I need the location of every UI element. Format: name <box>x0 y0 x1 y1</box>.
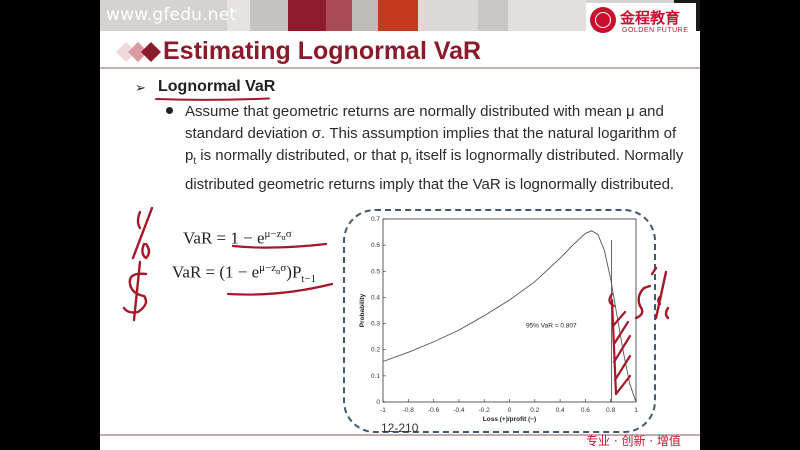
footer-divider <box>100 434 700 436</box>
formula-var-dollar: VaR = (1 − eμ−zασ)Pt−1 <box>172 262 317 286</box>
brand-name-cn: 金程教育 <box>620 9 681 27</box>
x-tick-label: -0.6 <box>428 407 440 414</box>
slide-title: Estimating Lognormal VaR <box>163 37 482 65</box>
lognormal-var-chart: -1 -0.8 -0.6 -0.4 -0.2 0 0.2 0.4 0.6 0.8 1 0 0.1 0.2 0… <box>359 216 638 423</box>
var-annotation: 95% VaR = 0.807 <box>526 322 577 329</box>
slide: www.gfedu.net 金程教育 GOLDEN FUTURE Estimat… <box>100 0 700 450</box>
y-tick-label: 0.7 <box>371 216 380 223</box>
plot-frame <box>382 218 637 403</box>
y-axis-label: Probability <box>359 293 366 327</box>
header-color-block <box>418 0 478 31</box>
header-color-block <box>227 0 250 31</box>
x-tick-label: -0.2 <box>479 407 491 414</box>
bullet-dot-icon <box>166 107 173 114</box>
brand-name-en: GOLDEN FUTURE <box>622 27 689 34</box>
subtitle: Lognormal VaR <box>158 78 276 95</box>
y-tick-label: 0 <box>376 399 380 406</box>
page-number: 12-210 <box>381 421 419 435</box>
x-tick-label: 0.2 <box>530 407 539 414</box>
bullet-text: Assume that geometric returns are normal… <box>185 103 684 193</box>
x-tick-label: -1 <box>380 407 386 414</box>
x-tick-label: 0.6 <box>581 407 590 414</box>
dollar-mark <box>122 260 148 322</box>
y-tick-label: 0.6 <box>371 242 380 249</box>
header-color-block <box>250 0 288 31</box>
x-tick-label: -0.4 <box>453 407 465 414</box>
arrow-bullet-icon: ➢ <box>135 80 146 95</box>
header-color-block <box>478 0 508 31</box>
header-color-block <box>288 0 326 31</box>
y-tick-label: 0.5 <box>371 268 380 275</box>
x-tick-label: 0.4 <box>556 407 565 414</box>
y-tick-label: 0.4 <box>371 294 380 301</box>
title-divider <box>100 67 700 69</box>
header-color-block <box>508 0 586 31</box>
y-tick-label: 0.2 <box>371 347 380 354</box>
formula2-underline <box>226 282 334 296</box>
handwritten-underline <box>155 97 270 101</box>
x-tick-label: 1 <box>634 407 638 414</box>
figure-frame <box>343 209 656 433</box>
y-tick-label: 0.1 <box>371 373 380 380</box>
seal-icon <box>590 7 616 33</box>
footer-tagline: 专业 · 创新 · 增值 <box>586 434 681 448</box>
header-color-block <box>352 0 378 31</box>
percent-mark <box>131 206 154 260</box>
x-tick-label: -0.8 <box>403 407 415 414</box>
x-tick-label: 0 <box>508 407 512 414</box>
header-color-block <box>326 0 352 31</box>
formula-var-percent: VaR = 1 − eμ−zασ <box>183 228 292 248</box>
x-axis-label: Loss (+)/profit (−) <box>483 416 536 423</box>
brand-logo: 金程教育 GOLDEN FUTURE <box>586 3 696 43</box>
title-diamond-icon <box>116 42 161 62</box>
y-tick-label: 0.3 <box>371 321 380 328</box>
site-url: www.gfedu.net <box>106 5 237 25</box>
header-color-block <box>378 0 418 31</box>
x-tick-label: 0.8 <box>606 407 615 414</box>
